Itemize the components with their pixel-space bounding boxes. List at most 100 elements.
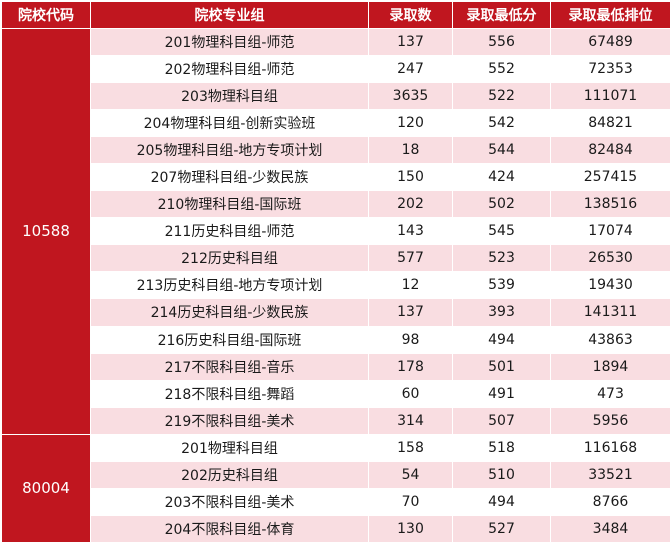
table-row: 214历史科目组-少数民族 137 393 141311 bbox=[2, 298, 671, 327]
cell-admitted-count: 18 bbox=[368, 136, 453, 165]
table-row: 217不限科目组-音乐 178 501 1894 bbox=[2, 352, 671, 381]
table-row: 80004 201物理科目组 158 518 116168 bbox=[1, 433, 671, 544]
table-body: 10588 201物理科目组-师范 137 556 67489 202物理科目组-师范 24… bbox=[1, 27, 671, 544]
cell-min-rank: 257415 bbox=[550, 163, 671, 192]
cell-min-rank: 82484 bbox=[550, 136, 671, 165]
table-row: 207物理科目组-少数民族 150 424 257415 bbox=[2, 163, 671, 192]
cell-min-rank: 3484 bbox=[550, 514, 671, 544]
cell-admitted-count: 54 bbox=[368, 460, 453, 489]
cell-min-rank: 19430 bbox=[550, 271, 671, 300]
table-row: 204不限科目组-体育 130 527 3484 bbox=[2, 514, 671, 544]
cell-min-rank: 111071 bbox=[550, 82, 671, 111]
table-row: 210物理科目组-国际班 202 502 138516 bbox=[2, 190, 671, 219]
cell-admitted-count: 137 bbox=[368, 298, 453, 327]
cell-min-score: 494 bbox=[452, 325, 551, 354]
table-row: 202物理科目组-师范 247 552 72353 bbox=[2, 55, 671, 84]
header-min-score: 录取最低分 bbox=[452, 1, 551, 29]
table-row: 205物理科目组-地方专项计划 18 544 82484 bbox=[2, 136, 671, 165]
cell-min-rank: 67489 bbox=[550, 27, 671, 57]
table-row: 203不限科目组-美术 70 494 8766 bbox=[2, 487, 671, 516]
cell-admitted-count: 247 bbox=[368, 55, 453, 84]
cell-min-score: 542 bbox=[452, 109, 551, 138]
cell-admitted-count: 130 bbox=[368, 514, 453, 544]
cell-major-group: 210物理科目组-国际班 bbox=[90, 190, 369, 219]
header-min-rank: 录取最低排位 bbox=[550, 1, 671, 29]
cell-major-group: 219不限科目组-美术 bbox=[90, 406, 369, 435]
cell-min-score: 510 bbox=[452, 460, 551, 489]
cell-min-score: 507 bbox=[452, 406, 551, 435]
cell-admitted-count: 143 bbox=[368, 217, 453, 246]
cell-min-score: 523 bbox=[452, 244, 551, 273]
cell-major-group: 201物理科目组-师范 bbox=[90, 27, 369, 57]
table-row: 204物理科目组-创新实验班 120 542 84821 bbox=[2, 109, 671, 138]
cell-min-rank: 84821 bbox=[550, 109, 671, 138]
cell-min-score: 393 bbox=[452, 298, 551, 327]
cell-admitted-count: 12 bbox=[368, 271, 453, 300]
cell-major-group: 203不限科目组-美术 bbox=[90, 487, 369, 516]
cell-min-rank: 26530 bbox=[550, 244, 671, 273]
cell-min-score: 501 bbox=[452, 352, 551, 381]
cell-admitted-count: 98 bbox=[368, 325, 453, 354]
cell-major-group: 203物理科目组 bbox=[90, 82, 369, 111]
cell-major-group: 207物理科目组-少数民族 bbox=[90, 163, 369, 192]
cell-min-rank: 473 bbox=[550, 379, 671, 408]
cell-min-score: 494 bbox=[452, 487, 551, 516]
cell-major-group: 218不限科目组-舞蹈 bbox=[90, 379, 369, 408]
cell-min-score: 491 bbox=[452, 379, 551, 408]
cell-min-rank: 8766 bbox=[550, 487, 671, 516]
cell-min-rank: 5956 bbox=[550, 406, 671, 435]
cell-major-group: 217不限科目组-音乐 bbox=[90, 352, 369, 381]
cell-admitted-count: 3635 bbox=[368, 82, 453, 111]
cell-school-code: 80004 bbox=[1, 433, 91, 544]
cell-admitted-count: 120 bbox=[368, 109, 453, 138]
table-row: 218不限科目组-舞蹈 60 491 473 bbox=[2, 379, 671, 408]
cell-min-rank: 33521 bbox=[550, 460, 671, 489]
cell-major-group: 211历史科目组-师范 bbox=[90, 217, 369, 246]
cell-admitted-count: 150 bbox=[368, 163, 453, 192]
table-row: 212历史科目组 577 523 26530 bbox=[2, 244, 671, 273]
table-row: 211历史科目组-师范 143 545 17074 bbox=[2, 217, 671, 246]
cell-major-group: 205物理科目组-地方专项计划 bbox=[90, 136, 369, 165]
table-row: 10588 201物理科目组-师范 137 556 67489 bbox=[1, 27, 671, 435]
header-school-code: 院校代码 bbox=[1, 1, 91, 29]
cell-major-group: 214历史科目组-少数民族 bbox=[90, 298, 369, 327]
table-row: 213历史科目组-地方专项计划 12 539 19430 bbox=[2, 271, 671, 300]
cell-major-group: 212历史科目组 bbox=[90, 244, 369, 273]
cell-admitted-count: 178 bbox=[368, 352, 453, 381]
cell-min-score: 545 bbox=[452, 217, 551, 246]
table-row: 219不限科目组-美术 314 507 5956 bbox=[2, 406, 671, 435]
cell-major-group: 202历史科目组 bbox=[90, 460, 369, 489]
table-header: 院校代码 院校专业组 录取数 录取最低分 录取最低排位 bbox=[1, 1, 671, 29]
cell-min-score: 556 bbox=[452, 27, 551, 57]
cell-min-score: 518 bbox=[452, 433, 551, 462]
cell-admitted-count: 314 bbox=[368, 406, 453, 435]
header-row: 院校代码 院校专业组 录取数 录取最低分 录取最低排位 bbox=[1, 1, 671, 29]
cell-major-group: 204不限科目组-体育 bbox=[90, 514, 369, 544]
cell-min-score: 522 bbox=[452, 82, 551, 111]
table-row: 216历史科目组-国际班 98 494 43863 bbox=[2, 325, 671, 354]
cell-admitted-count: 202 bbox=[368, 190, 453, 219]
cell-major-group: 201物理科目组 bbox=[90, 433, 369, 462]
cell-major-group: 216历史科目组-国际班 bbox=[90, 325, 369, 354]
cell-min-score: 527 bbox=[452, 514, 551, 544]
cell-min-rank: 72353 bbox=[550, 55, 671, 84]
cell-admitted-count: 70 bbox=[368, 487, 453, 516]
cell-min-rank: 17074 bbox=[550, 217, 671, 246]
cell-min-rank: 141311 bbox=[550, 298, 671, 327]
table-row: 203物理科目组 3635 522 111071 bbox=[2, 82, 671, 111]
cell-min-rank: 116168 bbox=[550, 433, 671, 462]
cell-min-score: 539 bbox=[452, 271, 551, 300]
cell-admitted-count: 137 bbox=[368, 27, 453, 57]
cell-min-score: 424 bbox=[452, 163, 551, 192]
cell-admitted-count: 577 bbox=[368, 244, 453, 273]
cell-major-group: 202物理科目组-师范 bbox=[90, 55, 369, 84]
cell-admitted-count: 60 bbox=[368, 379, 453, 408]
cell-min-rank: 1894 bbox=[550, 352, 671, 381]
cell-min-score: 544 bbox=[452, 136, 551, 165]
cell-min-score: 552 bbox=[452, 55, 551, 84]
cell-min-score: 502 bbox=[452, 190, 551, 219]
cell-admitted-count: 158 bbox=[368, 433, 453, 462]
cell-min-rank: 43863 bbox=[550, 325, 671, 354]
cell-min-rank: 138516 bbox=[550, 190, 671, 219]
